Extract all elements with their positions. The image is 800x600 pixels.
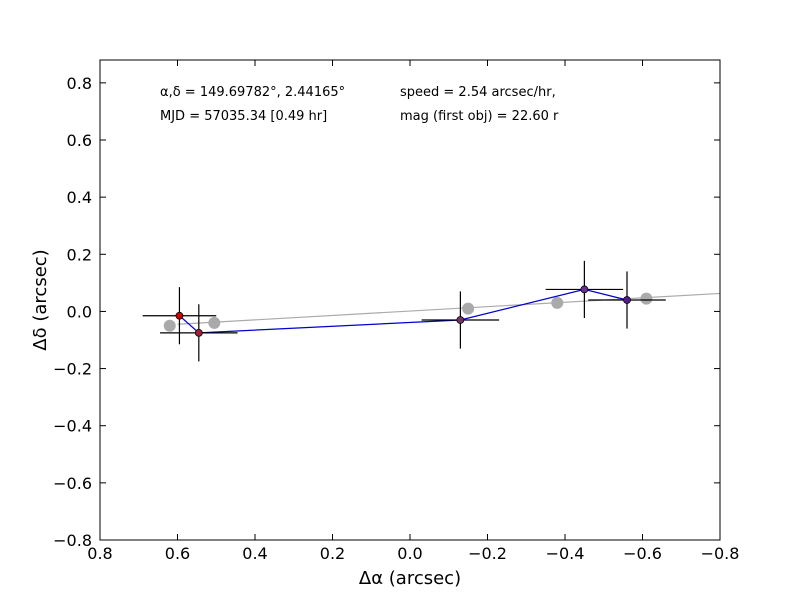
x-tick-label: 0.0 [397, 544, 422, 563]
y-tick-label: 0.8 [67, 74, 92, 93]
x-tick-label: −0.8 [701, 544, 740, 563]
model-point [640, 292, 653, 305]
y-axis-label: Δδ (arcsec) [30, 249, 51, 350]
x-tick-label: 0.2 [320, 544, 345, 563]
y-tick-label: 0.0 [67, 302, 92, 321]
x-tick-label: 0.6 [165, 544, 190, 563]
model-point [208, 316, 221, 329]
x-axis-label: Δα (arcsec) [359, 568, 461, 589]
observed-point [580, 285, 589, 294]
x-tick-label: 0.4 [242, 544, 267, 563]
axis-ticks: 0.8 0.6 0.4 0.2 0.0 −0.2 −0.4 −0.6 −0.80.80.60.4… [53, 60, 739, 563]
coords-annotation: α,δ = 149.69782°, 2.44165° [160, 85, 345, 100]
y-tick-label: 0.4 [67, 188, 92, 207]
x-tick-label: −0.2 [468, 544, 507, 563]
y-tick-label: −0.6 [53, 474, 92, 493]
observed-point [623, 296, 631, 304]
observed-point [194, 328, 203, 337]
y-tick-label: −0.2 [53, 360, 92, 379]
y-tick-label: −0.8 [53, 531, 92, 550]
plot-area [142, 260, 720, 362]
model-point [163, 319, 176, 332]
y-tick-label: −0.4 [53, 417, 92, 436]
y-tick-label: 0.6 [67, 131, 92, 150]
speed-annotation: speed = 2.54 arcsec/hr, [400, 85, 556, 100]
mag-annotation: mag (first obj) = 22.60 r [400, 109, 559, 124]
x-tick-label: −0.4 [546, 544, 585, 563]
y-tick-label: 0.2 [67, 245, 92, 264]
mjd-annotation: MJD = 57035.34 [0.49 hr] [160, 109, 327, 124]
model-point [551, 296, 564, 309]
observed-point [175, 311, 184, 320]
observed-point [456, 316, 465, 324]
model-point [462, 302, 475, 315]
x-tick-label: 0.8 [87, 544, 112, 563]
x-tick-label: −0.6 [623, 544, 662, 563]
